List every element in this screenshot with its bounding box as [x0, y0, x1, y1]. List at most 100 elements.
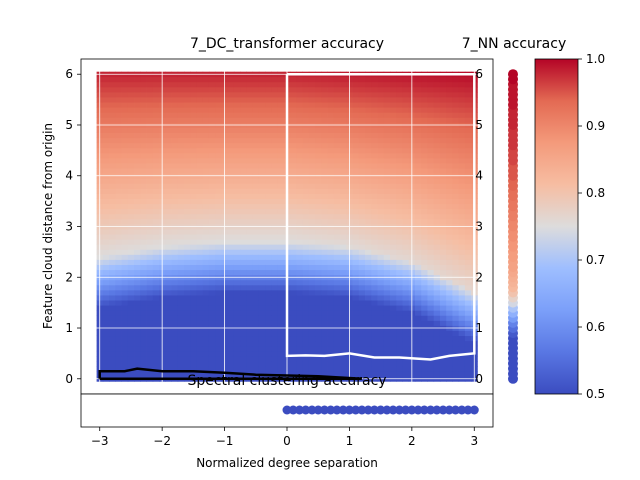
- heatmap-cell: [134, 76, 141, 83]
- heatmap-cell: [146, 178, 154, 184]
- heatmap-cell: [464, 208, 472, 215]
- heatmap-cell: [208, 152, 216, 159]
- heatmap-cell: [233, 361, 241, 367]
- heatmap-cell: [365, 361, 372, 367]
- heatmap-cell: [258, 284, 266, 291]
- heatmap-cell: [371, 315, 378, 321]
- heatmap-cell: [358, 300, 366, 306]
- heatmap-cell: [121, 142, 129, 149]
- heatmap-cell: [371, 188, 378, 194]
- heatmap-cell: [152, 112, 160, 118]
- heatmap-cell: [396, 127, 403, 133]
- heatmap-cell: [134, 244, 141, 250]
- heatmap-cell: [102, 340, 110, 347]
- heatmap-cell: [464, 284, 472, 291]
- heatmap-cell: [396, 137, 403, 144]
- heatmap-cell: [271, 97, 279, 103]
- heatmap-cell: [308, 97, 316, 103]
- heatmap-cell: [446, 152, 453, 159]
- heatmap-cell: [258, 229, 266, 235]
- heatmap-cell: [352, 137, 360, 144]
- heatmap-cell: [196, 142, 204, 149]
- heatmap-cell: [402, 132, 410, 139]
- heatmap-cell: [246, 188, 254, 194]
- heatmap-cell: [271, 117, 279, 123]
- heatmap-cell: [109, 300, 116, 306]
- heatmap-cell: [333, 117, 341, 123]
- heatmap-cell: [258, 203, 266, 210]
- heatmap-cell: [184, 350, 191, 357]
- heatmap-cell: [165, 157, 172, 164]
- heatmap-cell: [333, 193, 341, 199]
- heatmap-cell: [184, 310, 191, 316]
- heatmap-cell: [308, 295, 316, 301]
- heatmap-cell: [296, 137, 303, 144]
- heatmap-cell: [146, 188, 154, 194]
- heatmap-cell: [358, 269, 366, 276]
- heatmap-cell: [433, 289, 441, 296]
- heatmap-cell: [102, 86, 110, 93]
- heatmap-cell: [414, 350, 422, 357]
- heatmap-cell: [377, 117, 385, 123]
- heatmap-cell: [371, 289, 378, 296]
- heatmap-cell: [252, 239, 260, 245]
- heatmap-cell: [190, 234, 197, 240]
- heatmap-cell: [177, 102, 185, 108]
- heatmap-cell: [327, 335, 335, 342]
- heatmap-cell: [321, 300, 328, 306]
- heatmap-cell: [402, 81, 410, 88]
- heatmap-cell: [414, 127, 422, 133]
- heatmap-cell: [352, 371, 360, 377]
- heatmap-cell: [414, 254, 422, 260]
- heatmap-cell: [134, 350, 141, 357]
- heatmap-cell: [177, 178, 185, 184]
- heatmap-cell: [152, 345, 160, 352]
- heatmap-cell: [340, 355, 347, 362]
- heatmap-cell: [146, 152, 154, 159]
- heatmap-cell: [184, 249, 191, 255]
- heatmap-cell: [265, 315, 272, 321]
- heatmap-cell: [365, 345, 372, 352]
- heatmap-cell: [208, 249, 216, 255]
- heatmap-cell: [358, 208, 366, 215]
- heatmap-cell: [127, 350, 135, 357]
- heatmap-cell: [340, 305, 347, 311]
- heatmap-cell: [265, 244, 272, 250]
- heatmap-cell: [433, 239, 441, 245]
- heatmap-cell: [202, 188, 210, 194]
- heatmap-cell: [165, 183, 172, 189]
- heatmap-cell: [315, 112, 322, 118]
- heatmap-cell: [196, 269, 204, 276]
- heatmap-cell: [433, 86, 441, 93]
- heatmap-cell: [240, 310, 247, 316]
- heatmap-cell: [308, 330, 316, 337]
- heatmap-cell: [196, 188, 204, 194]
- heatmap-cell: [327, 97, 335, 103]
- heatmap-cell: [439, 188, 447, 194]
- heatmap-cell: [233, 366, 241, 372]
- heatmap-cell: [102, 183, 110, 189]
- heatmap-cell: [271, 147, 279, 154]
- heatmap-cell: [277, 249, 285, 255]
- heatmap-cell: [433, 315, 441, 321]
- heatmap-cell: [396, 208, 403, 215]
- heatmap-cell: [421, 310, 428, 316]
- heatmap-cell: [252, 361, 260, 367]
- heatmap-cell: [277, 371, 285, 377]
- heatmap-cell: [302, 320, 310, 326]
- heatmap-cell: [277, 102, 285, 108]
- heatmap-cell: [208, 315, 216, 321]
- heatmap-cell: [115, 249, 122, 255]
- heatmap-cell: [190, 239, 197, 245]
- heatmap-cell: [258, 355, 266, 362]
- heatmap-cell: [121, 284, 129, 291]
- heatmap-cell: [402, 350, 410, 357]
- heatmap-cell: [446, 259, 453, 265]
- heatmap-cell: [427, 86, 435, 93]
- heatmap-cell: [390, 91, 397, 98]
- heatmap-cell: [208, 229, 216, 235]
- heatmap-cell: [134, 335, 141, 342]
- heatmap-cell: [171, 305, 179, 311]
- heatmap-cell: [208, 264, 216, 271]
- heatmap-cell: [402, 183, 410, 189]
